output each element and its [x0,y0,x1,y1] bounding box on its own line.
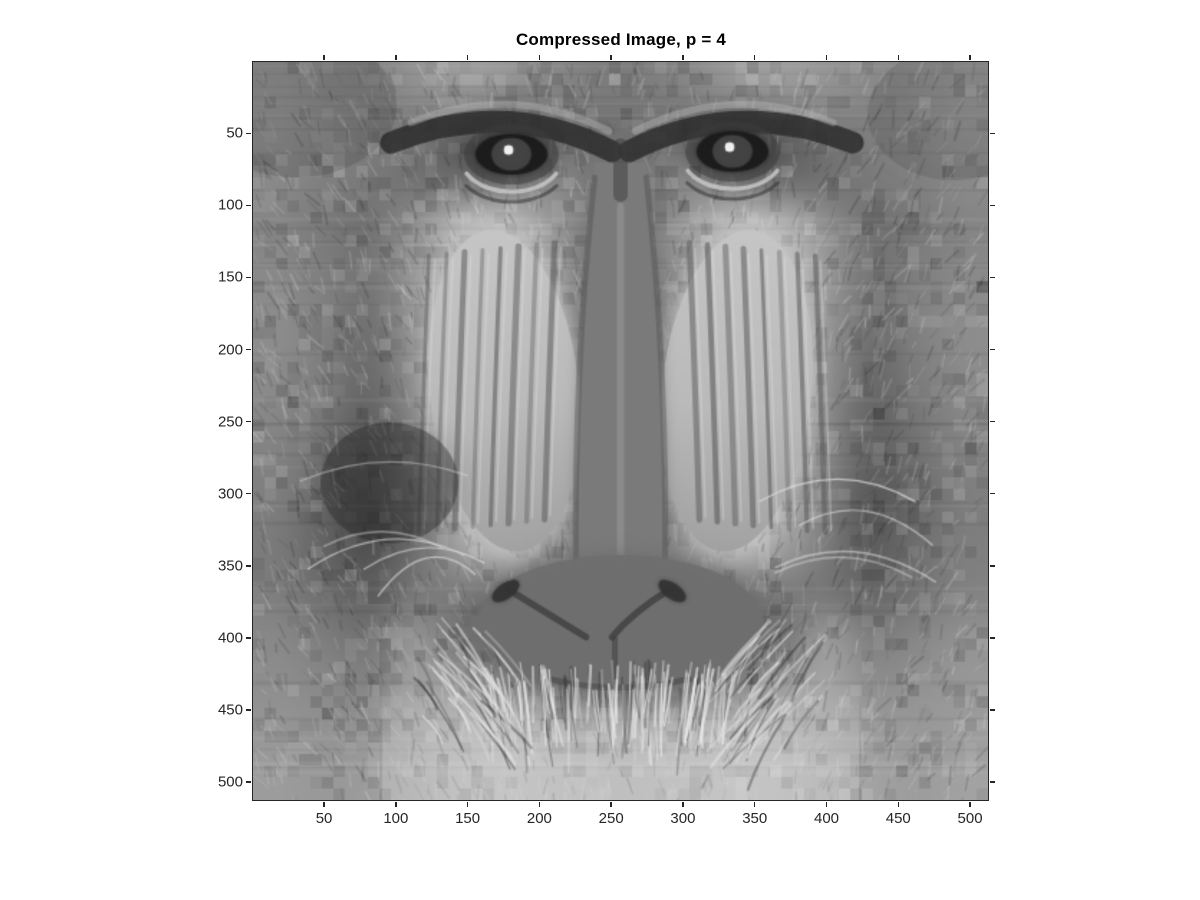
y-tick-mark [990,420,995,423]
x-tick-mark [753,802,756,807]
x-tick-mark [610,55,612,60]
y-tick-mark [246,348,251,351]
y-tick-label: 200 [217,341,243,359]
x-tick-mark [538,802,541,807]
x-tick-mark [969,55,971,60]
y-tick-mark [990,276,995,279]
y-tick-mark [246,420,251,423]
x-tick-mark [610,802,612,807]
x-tick-label: 250 [598,810,624,827]
x-tick-label: 450 [885,810,911,827]
y-tick-mark [990,709,995,711]
x-tick-label: 500 [957,810,983,827]
y-tick-label: 400 [217,629,243,647]
x-tick-mark [897,55,900,60]
x-tick-mark [753,55,756,60]
x-tick-mark [825,55,828,60]
y-tick-label: 150 [217,268,243,286]
x-tick-mark [538,55,541,60]
y-tick-mark [246,565,251,567]
y-tick-mark [246,781,251,783]
x-tick-label: 300 [670,810,696,827]
y-tick-label: 300 [217,485,243,503]
y-tick-mark [990,492,995,495]
x-tick-mark [395,802,397,807]
plot-title: Compressed Image, p = 4 [515,30,727,49]
y-tick-mark [990,204,995,207]
y-tick-label: 350 [217,557,243,575]
y-tick-label: 500 [217,773,243,791]
x-tick-mark [466,55,469,60]
y-tick-label: 100 [217,196,243,214]
x-tick-label: 350 [742,810,768,827]
x-tick-mark [323,802,325,807]
y-tick-mark [246,709,251,711]
y-tick-label: 50 [226,124,243,142]
y-tick-mark [990,637,995,639]
x-tick-mark [969,802,971,807]
y-tick-mark [990,348,995,351]
y-tick-label: 250 [217,413,243,431]
image-canvas [253,62,988,800]
x-tick-label: 400 [813,810,840,827]
y-tick-mark [246,132,251,135]
x-tick-label: 100 [383,810,409,827]
y-tick-mark [990,132,995,135]
x-tick-label: 150 [455,810,481,827]
y-tick-mark [246,276,251,279]
y-tick-mark [246,637,251,639]
y-tick-mark [990,565,995,567]
x-tick-mark [825,802,828,807]
x-tick-mark [323,55,325,60]
x-tick-mark [466,802,469,807]
y-tick-mark [246,492,251,495]
y-tick-label: 450 [217,701,243,719]
x-tick-mark [395,55,397,60]
x-tick-label: 200 [526,810,552,827]
x-tick-mark [682,55,684,60]
x-tick-mark [897,802,900,807]
plot-area: 50 100 150 200 250 300 350 400 450 500 50 100 150 200… [218,55,995,827]
y-tick-mark [990,781,995,783]
x-tick-mark [682,802,684,807]
x-tick-label: 50 [315,810,333,827]
y-tick-mark [246,204,251,207]
